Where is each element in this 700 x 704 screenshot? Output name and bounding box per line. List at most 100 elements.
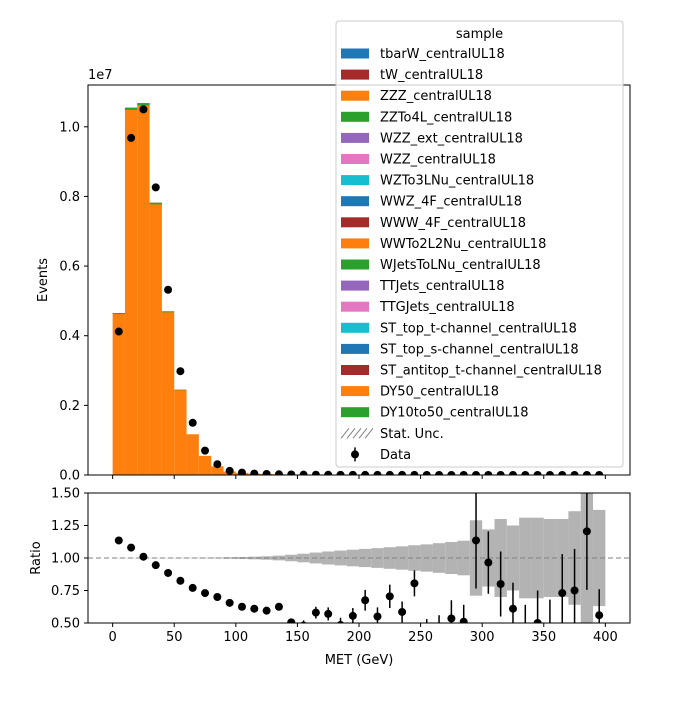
ratio-x-tick-label: 200 xyxy=(347,630,372,645)
ratio-point xyxy=(115,536,123,544)
legend-title: sample xyxy=(456,27,503,42)
data-point xyxy=(250,470,258,478)
ratio-point xyxy=(398,602,406,623)
legend-label: WWTo2L2Nu_centralUL18 xyxy=(380,237,546,252)
mc-bar xyxy=(187,434,199,475)
legend-swatch xyxy=(341,323,369,333)
legend-swatch xyxy=(341,217,369,227)
legend-swatch xyxy=(341,91,369,101)
legend-label: WJetsToLNu_centralUL18 xyxy=(380,258,541,273)
ratio-y-tick-label: 1.00 xyxy=(51,552,80,567)
legend-label: ST_top_s-channel_centralUL18 xyxy=(380,342,579,357)
mc-bar xyxy=(113,313,125,475)
mc-bar xyxy=(137,103,149,475)
ratio-point xyxy=(250,605,258,613)
legend-label: WZTo3LNu_centralUL18 xyxy=(380,174,534,189)
ratio-point xyxy=(213,593,221,601)
ratio-point xyxy=(386,585,394,608)
mc-bar-dy10to50 xyxy=(174,390,186,391)
main-y-tick-label: 0.0 xyxy=(59,469,80,484)
ratio-y-tick-label: 0.50 xyxy=(51,617,80,632)
ratio-point xyxy=(189,584,197,592)
ratio-point xyxy=(176,577,184,585)
legend-label: DY10to50_centralUL18 xyxy=(380,406,529,421)
ratio-x-tick-label: 150 xyxy=(285,630,310,645)
mc-bar xyxy=(125,108,137,475)
ratio-point xyxy=(152,561,160,569)
ratio-point xyxy=(127,544,135,552)
ratio-x-tick-label: 350 xyxy=(531,630,556,645)
ratio-point xyxy=(263,607,271,615)
main-y-axis-label: Events xyxy=(36,258,51,302)
legend-swatch xyxy=(341,260,369,270)
ratio-point xyxy=(349,608,357,624)
legend-swatch xyxy=(341,302,369,312)
legend-swatch xyxy=(341,112,369,122)
mc-bar-dy10to50 xyxy=(125,108,137,110)
ratio-y-ticks: 0.500.751.001.251.50 xyxy=(51,487,88,632)
legend-label: tW_centralUL18 xyxy=(380,68,483,83)
legend-label: Data xyxy=(380,448,411,463)
ratio-point xyxy=(324,607,332,620)
ratio-point xyxy=(139,553,147,561)
ratio-x-tick-label: 400 xyxy=(593,630,618,645)
mc-bar-dy10to50 xyxy=(113,313,125,314)
data-point xyxy=(213,460,221,468)
legend-label: TTGJets_centralUL18 xyxy=(379,300,515,315)
legend-label: WZZ_centralUL18 xyxy=(380,153,496,168)
ratio-point xyxy=(337,618,345,632)
mc-bar xyxy=(174,390,186,475)
legend-swatch xyxy=(341,365,369,375)
data-point xyxy=(189,419,197,427)
data-point xyxy=(139,105,147,113)
data-point xyxy=(263,470,271,478)
ratio-point xyxy=(447,600,455,636)
legend-swatch xyxy=(341,386,369,396)
legend-swatch xyxy=(341,133,369,143)
legend-swatch xyxy=(341,49,369,59)
legend-label: ZZZ_centralUL18 xyxy=(380,89,492,104)
legend-swatch xyxy=(341,196,369,206)
main-y-tick-label: 0.2 xyxy=(59,399,80,414)
legend-swatch xyxy=(341,407,369,417)
data-point xyxy=(226,467,234,475)
mc-bar xyxy=(199,456,211,475)
ratio-point xyxy=(312,607,320,619)
data-point xyxy=(127,134,135,142)
ratio-point xyxy=(226,599,234,607)
data-point xyxy=(275,470,283,478)
legend-label: WWW_4F_centralUL18 xyxy=(380,216,526,231)
legend-label: WWZ_4F_centralUL18 xyxy=(380,195,522,210)
ratio-x-tick-label: 0 xyxy=(108,630,116,645)
legend-swatch xyxy=(341,154,369,164)
ratio-y-tick-label: 0.75 xyxy=(51,584,80,599)
ratio-x-tick-label: 250 xyxy=(408,630,433,645)
legend-label: TTJets_centralUL18 xyxy=(379,279,505,294)
mc-bar-dy10to50 xyxy=(162,311,174,312)
ratio-x-tick-label: 300 xyxy=(470,630,495,645)
ratio-y-tick-label: 1.50 xyxy=(51,487,80,502)
main-y-tick-label: 1.0 xyxy=(59,120,80,135)
ratio-point xyxy=(361,590,369,611)
ratio-point xyxy=(521,605,529,657)
data-point xyxy=(152,183,160,191)
legend-swatch xyxy=(341,175,369,185)
mc-bar-dy10to50 xyxy=(137,103,149,105)
ratio-point xyxy=(460,605,468,639)
main-y-tick-label: 0.6 xyxy=(59,260,80,275)
legend-label: ST_antitop_t-channel_centralUL18 xyxy=(380,364,602,379)
ratio-x-tick-label: 100 xyxy=(223,630,248,645)
main-x-ticks xyxy=(113,475,606,479)
legend-label: tbarW_centralUL18 xyxy=(380,47,505,62)
ratio-point xyxy=(164,569,172,577)
legend-swatch xyxy=(341,344,369,354)
data-point xyxy=(287,470,295,478)
main-y-ticks: 0.00.20.40.60.81.0 xyxy=(59,120,88,483)
ratio-x-axis-label: MET (GeV) xyxy=(325,653,394,668)
legend-label: ST_top_t-channel_centralUL18 xyxy=(380,321,577,336)
ratio-point xyxy=(275,603,283,611)
legend-swatch xyxy=(341,70,369,80)
data-point xyxy=(115,328,123,336)
